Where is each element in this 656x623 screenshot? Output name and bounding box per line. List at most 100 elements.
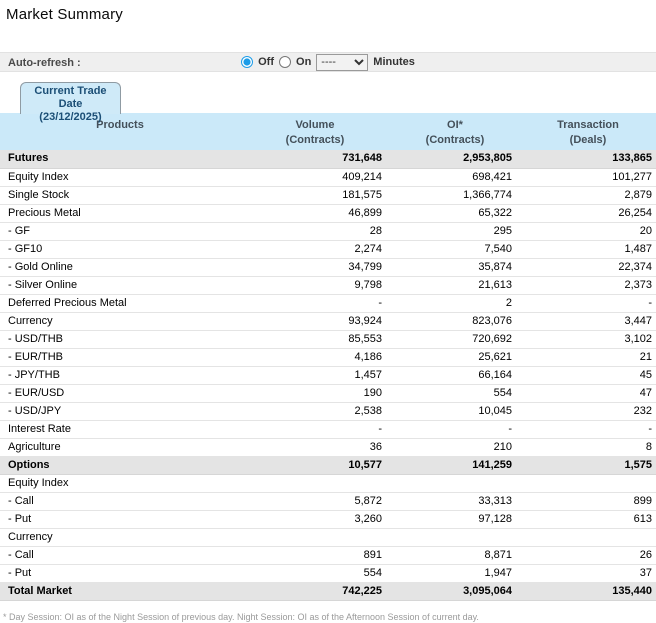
product-cell: Currency (0, 528, 240, 547)
oi-cell (390, 474, 520, 493)
auto-refresh-controls: Off On ---- Minutes (241, 53, 415, 71)
oi-cell: 720,692 (390, 330, 520, 349)
volume-cell: 28 (240, 222, 390, 241)
product-cell: - EUR/USD (0, 384, 240, 403)
table-row: - EUR/THB 4,186 25,621 21 (0, 348, 656, 367)
oi-cell: 698,421 (390, 168, 520, 187)
transaction-cell: 1,487 (520, 240, 656, 259)
tab-current-trade-date[interactable]: Current Trade Date (23/12/2025) (20, 82, 121, 123)
oi-cell: 66,164 (390, 366, 520, 385)
table-row: Futures 731,648 2,953,805 133,865 (0, 150, 656, 169)
auto-refresh-bar: Auto-refresh : Off On ---- Minutes (0, 52, 656, 72)
col-header-volume: Volume (Contracts) (240, 113, 390, 150)
oi-cell: 10,045 (390, 402, 520, 421)
product-cell: Deferred Precious Metal (0, 294, 240, 313)
volume-cell (240, 528, 390, 547)
col-header-transaction: Transaction (Deals) (520, 113, 656, 150)
volume-cell: 181,575 (240, 186, 390, 205)
volume-cell: 34,799 (240, 258, 390, 277)
auto-refresh-off-option[interactable]: Off (241, 56, 274, 68)
transaction-cell: 45 (520, 366, 656, 385)
volume-cell: 85,553 (240, 330, 390, 349)
oi-cell: - (390, 420, 520, 439)
volume-cell: 190 (240, 384, 390, 403)
table-header-row: Products Volume (Contracts) OI* (Contrac… (0, 113, 656, 150)
oi-cell: 21,613 (390, 276, 520, 295)
oi-cell: 65,322 (390, 204, 520, 223)
transaction-cell: 3,447 (520, 312, 656, 331)
product-cell: Total Market (0, 582, 240, 601)
product-cell: Currency (0, 312, 240, 331)
transaction-cell: 613 (520, 510, 656, 529)
oi-cell: 1,947 (390, 564, 520, 583)
volume-cell: 93,924 (240, 312, 390, 331)
col-header-oi: OI* (Contracts) (390, 113, 520, 150)
volume-cell: 2,538 (240, 402, 390, 421)
product-cell: Equity Index (0, 168, 240, 187)
auto-refresh-on-radio[interactable] (279, 56, 292, 68)
table-row: Equity Index (0, 474, 656, 493)
table-row: - Put 3,260 97,128 613 (0, 510, 656, 529)
col-header-products: Products (0, 113, 240, 150)
volume-cell: 4,186 (240, 348, 390, 367)
volume-cell: 46,899 (240, 204, 390, 223)
transaction-cell: 899 (520, 492, 656, 511)
tab-label-line2: (23/12/2025) (39, 111, 102, 123)
transaction-cell: 232 (520, 402, 656, 421)
oi-cell: 2,953,805 (390, 150, 520, 169)
oi-cell: 295 (390, 222, 520, 241)
volume-cell: 5,872 (240, 492, 390, 511)
table-row: Agriculture 36 210 8 (0, 438, 656, 457)
product-cell: Agriculture (0, 438, 240, 457)
product-cell: - EUR/THB (0, 348, 240, 367)
transaction-cell: 37 (520, 564, 656, 583)
oi-cell: 3,095,064 (390, 582, 520, 601)
table-row: Currency (0, 528, 656, 547)
table-row: - USD/JPY 2,538 10,045 232 (0, 402, 656, 421)
auto-refresh-off-radio[interactable] (241, 56, 254, 68)
volume-cell: 731,648 (240, 150, 390, 169)
product-cell: - Gold Online (0, 258, 240, 277)
footnote: * Day Session: OI as of the Night Sessio… (3, 612, 479, 622)
table-row: Equity Index 409,214 698,421 101,277 (0, 168, 656, 187)
refresh-interval-select[interactable]: ---- (316, 53, 369, 71)
table-row: Deferred Precious Metal -2- (0, 294, 656, 313)
transaction-cell: 22,374 (520, 258, 656, 277)
transaction-cell: 20 (520, 222, 656, 241)
product-cell: Single Stock (0, 186, 240, 205)
product-cell: - Call (0, 546, 240, 565)
transaction-cell: 21 (520, 348, 656, 367)
product-cell: Precious Metal (0, 204, 240, 223)
table-row: - JPY/THB 1,457 66,164 45 (0, 366, 656, 385)
table-row: Currency 93,924 823,076 3,447 (0, 312, 656, 331)
market-summary-table: Products Volume (Contracts) OI* (Contrac… (0, 113, 656, 601)
auto-refresh-on-option[interactable]: On (279, 56, 311, 68)
transaction-cell: 2,373 (520, 276, 656, 295)
table-row: - Gold Online 34,799 35,874 22,374 (0, 258, 656, 277)
volume-cell: 554 (240, 564, 390, 583)
transaction-cell: 133,865 (520, 150, 656, 169)
oi-cell: 2 (390, 294, 520, 313)
table-row: - EUR/USD 190 554 47 (0, 384, 656, 403)
product-cell: - GF (0, 222, 240, 241)
product-cell: - Call (0, 492, 240, 511)
transaction-cell: - (520, 420, 656, 439)
product-cell: Futures (0, 150, 240, 169)
oi-cell: 35,874 (390, 258, 520, 277)
product-cell: Options (0, 456, 240, 475)
volume-cell: - (240, 294, 390, 313)
volume-cell: 1,457 (240, 366, 390, 385)
table-row: - Call 5,872 33,313 899 (0, 492, 656, 511)
volume-cell: 36 (240, 438, 390, 457)
auto-refresh-label: Auto-refresh : (8, 57, 81, 69)
auto-refresh-on-label: On (296, 56, 312, 68)
transaction-cell (520, 474, 656, 493)
volume-cell: 2,274 (240, 240, 390, 259)
oi-cell: 8,871 (390, 546, 520, 565)
table-row: Total Market 742,225 3,095,064 135,440 (0, 582, 656, 601)
product-cell: - Put (0, 510, 240, 529)
product-cell: - GF10 (0, 240, 240, 259)
minutes-label: Minutes (373, 56, 415, 68)
volume-cell: 742,225 (240, 582, 390, 601)
